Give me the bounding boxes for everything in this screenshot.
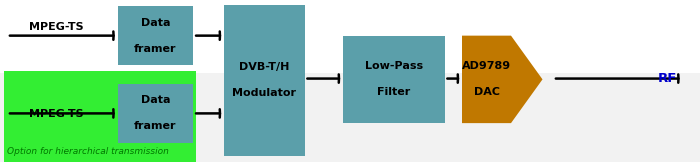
Text: Data: Data [141, 95, 170, 105]
FancyBboxPatch shape [118, 84, 193, 143]
FancyBboxPatch shape [0, 0, 700, 73]
Text: Data: Data [141, 18, 170, 28]
Text: DVB-T/H: DVB-T/H [239, 62, 289, 72]
Text: framer: framer [134, 121, 176, 131]
Text: MPEG-TS: MPEG-TS [29, 22, 84, 32]
FancyBboxPatch shape [224, 5, 304, 156]
Text: framer: framer [134, 44, 176, 54]
FancyBboxPatch shape [343, 36, 444, 123]
Text: AD9789: AD9789 [462, 61, 511, 71]
Text: RF: RF [658, 72, 678, 85]
FancyBboxPatch shape [4, 71, 196, 162]
Text: MPEG-TS: MPEG-TS [29, 109, 84, 119]
Text: Modulator: Modulator [232, 88, 296, 98]
Text: Low-Pass: Low-Pass [365, 61, 423, 71]
Text: Filter: Filter [377, 87, 410, 97]
Text: Option for hierarchical transmission: Option for hierarchical transmission [7, 146, 169, 156]
Polygon shape [462, 36, 542, 123]
Text: DAC: DAC [473, 87, 500, 97]
FancyBboxPatch shape [118, 6, 193, 65]
